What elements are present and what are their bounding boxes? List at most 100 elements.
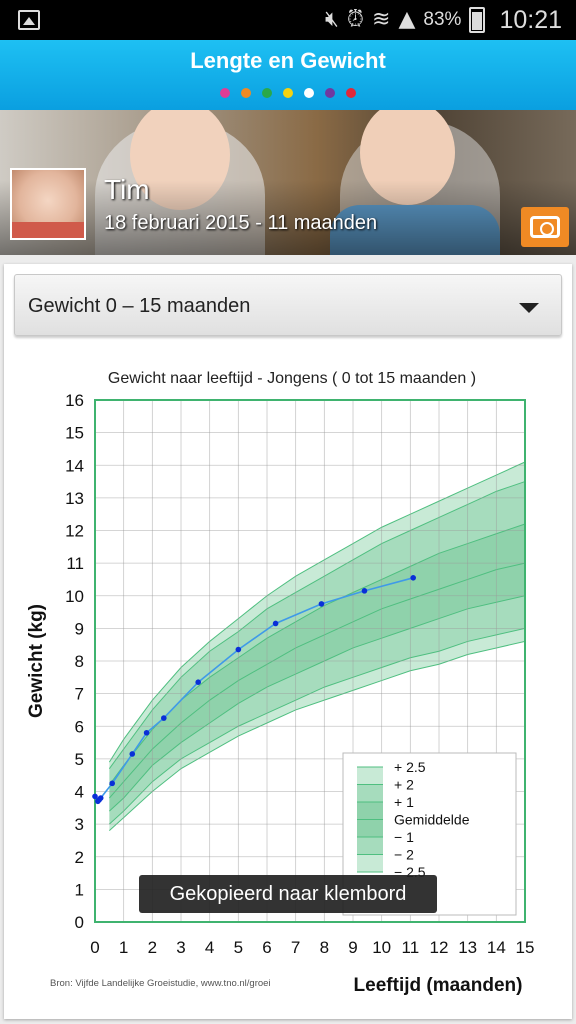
band-minus-1 [109, 563, 525, 812]
app-title-bar: Lengte en Gewicht [0, 40, 576, 110]
page-dot-7[interactable] [346, 88, 356, 98]
growth-chart: Gewicht naar leeftijd - Jongens ( 0 tot … [26, 370, 535, 996]
x-axis-label: Leeftijd (maanden) [354, 975, 523, 996]
band-minus-2 [109, 595, 525, 825]
y-tick-label: 11 [66, 554, 84, 573]
chart-selector-dropdown[interactable]: Gewicht 0 – 15 maanden [14, 274, 562, 336]
profile-banner: Tim 18 februari 2015 - 11 maanden [0, 110, 576, 255]
measurement-point [97, 795, 104, 801]
y-tick-label: 13 [65, 489, 84, 508]
birth-date-age: 18 februari 2015 - 11 maanden [104, 212, 378, 234]
page-indicator[interactable] [0, 88, 576, 98]
x-tick-label: 14 [487, 938, 506, 957]
chart-card: Gewicht 0 – 15 maanden Gewicht naar leef… [4, 264, 572, 1019]
measurement-point [361, 588, 368, 594]
x-tick-label: 13 [458, 938, 477, 957]
avatar[interactable] [10, 168, 86, 240]
x-tick-label: 3 [176, 938, 185, 957]
legend-entry: − 2 [394, 847, 414, 863]
y-tick-label: 9 [75, 619, 84, 638]
x-tick-label: 12 [430, 938, 449, 957]
plot-border [94, 399, 526, 923]
reference-line-plus-2-5 [108, 461, 526, 763]
y-tick-label: 12 [65, 522, 84, 541]
y-tick-label: 2 [75, 848, 84, 867]
measurement-point [410, 575, 417, 581]
battery-icon [469, 7, 486, 33]
status-bar: 🔇︎ ⏰︎ ≋ ▲ 83% 10:21 [0, 0, 576, 40]
y-tick-label: 10 [65, 587, 84, 606]
measurement-point [195, 679, 201, 686]
x-tick-label: 9 [348, 938, 357, 957]
x-tick-label: 6 [262, 938, 271, 957]
legend-entry: + 1 [394, 794, 414, 810]
page-dot-1[interactable] [220, 88, 230, 98]
signal-icon: ▲ [398, 7, 416, 32]
x-tick-label: 10 [372, 938, 391, 957]
x-tick-label: 1 [119, 938, 128, 957]
y-tick-label: 3 [75, 815, 84, 834]
banner-shade [0, 180, 576, 255]
y-axis-label: Gewicht (kg) [26, 604, 47, 718]
legend-entry: + 2.5 [394, 759, 426, 775]
band-minus-2-5 [109, 628, 525, 831]
camera-button[interactable] [521, 207, 569, 247]
child-name: Tim [104, 174, 150, 205]
banner-photo-detail [360, 110, 455, 205]
chevron-down-icon [519, 303, 539, 313]
legend-entry: + 2 [394, 777, 414, 793]
y-tick-label: 1 [75, 880, 84, 899]
y-tick-label: 6 [75, 717, 84, 736]
wifi-icon: ≋ [372, 7, 391, 32]
measurement-point [92, 793, 98, 800]
x-tick-label: 15 [516, 938, 535, 957]
measurement-point [318, 601, 325, 607]
x-tick-label: 5 [234, 938, 243, 957]
y-tick-label: 8 [75, 652, 84, 671]
measurement-point [235, 646, 242, 653]
y-tick-label: 14 [65, 456, 84, 475]
camera-icon [530, 216, 560, 238]
measurement-point [109, 780, 115, 787]
page-dot-5[interactable] [304, 88, 314, 98]
clock: 10:21 [499, 5, 562, 34]
page-dot-6[interactable] [325, 88, 335, 98]
alarm-icon: ⏰︎ [346, 7, 365, 32]
mute-icon: 🔇︎ [325, 7, 339, 32]
measurement-point [143, 729, 150, 736]
reference-line-minus-1 [108, 595, 526, 812]
y-tick-label: 0 [75, 913, 84, 932]
reference-line-mean [108, 562, 526, 799]
reference-line-minus-2-5 [108, 640, 526, 832]
x-tick-label: 11 [402, 938, 420, 957]
x-tick-label: 4 [205, 938, 214, 957]
legend-swatch [357, 837, 383, 855]
battery-percentage: 83% [423, 9, 462, 30]
y-tick-label: 7 [75, 685, 84, 704]
x-tick-label: 0 [90, 938, 99, 957]
image-notification-icon [18, 10, 40, 30]
y-tick-label: 4 [75, 783, 84, 802]
measurement-point [272, 620, 279, 627]
y-tick-label: 16 [65, 391, 84, 410]
page-dot-2[interactable] [241, 88, 251, 98]
legend-entry: Gemiddelde [394, 812, 470, 828]
legend-swatch [357, 819, 383, 837]
chart-selector-value: Gewicht 0 – 15 maanden [28, 295, 251, 317]
page-dot-3[interactable] [262, 88, 272, 98]
measurement-point [161, 715, 167, 721]
x-tick-label: 7 [291, 938, 300, 957]
legend-swatch [357, 767, 383, 785]
banner-photo-detail [130, 110, 230, 210]
band-plus-2-5 [109, 461, 525, 769]
y-tick-label: 15 [65, 424, 84, 443]
band-plus-2 [109, 481, 525, 785]
legend-swatch [357, 784, 383, 802]
app-title: Lengte en Gewicht [190, 48, 386, 73]
page-dot-4[interactable] [283, 88, 293, 98]
y-tick-label: 5 [75, 750, 84, 769]
toast-message: Gekopieerd naar klembord [139, 875, 437, 913]
legend-swatch [357, 854, 383, 872]
band-plus-1 [109, 523, 525, 799]
legend-entry: − 1 [394, 829, 414, 845]
